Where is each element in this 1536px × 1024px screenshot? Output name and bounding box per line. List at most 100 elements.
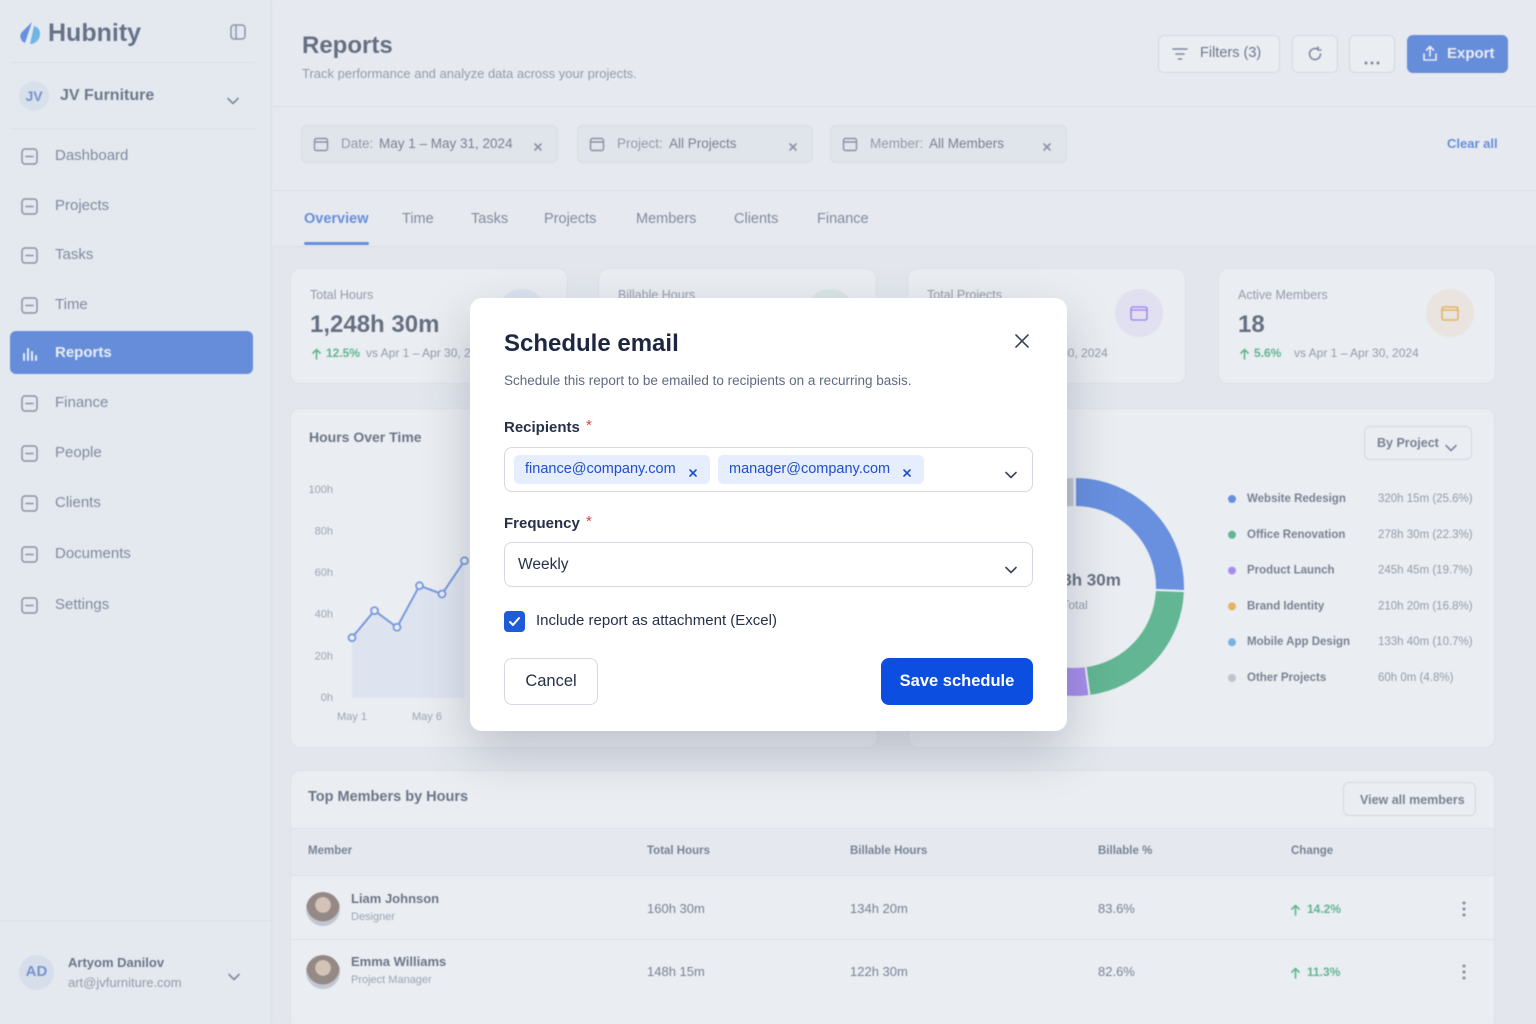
total-hours: 148h 15m (647, 964, 705, 980)
billable-percent: 82.6% (1098, 964, 1135, 980)
filter-chip-value: May 1 – May 31, 2024 (379, 135, 513, 151)
legend-value: 320h 15m (25.6%) (1378, 493, 1473, 505)
frequency-label: Frequency (504, 515, 580, 532)
chevron-down-icon (1005, 466, 1017, 479)
by-project-select[interactable] (1364, 426, 1472, 460)
nav-item[interactable]: Dashboard (55, 147, 129, 164)
legend-name: Product Launch (1247, 565, 1335, 577)
column-header: Change (1291, 845, 1334, 858)
recipient-chip[interactable] (718, 455, 924, 484)
line-point (347, 633, 357, 643)
user-avatar (19, 955, 54, 990)
recipient-chip[interactable] (514, 455, 710, 484)
view-all-button[interactable] (1343, 782, 1476, 816)
stat-icon-bg (1426, 289, 1474, 337)
sidebar (0, 0, 272, 1024)
tab[interactable]: Tasks (471, 211, 509, 228)
nav-item[interactable]: Projects (55, 197, 110, 214)
user-email: art@jvfurniture.com (68, 975, 182, 991)
stat-icon (1440, 303, 1460, 323)
page-title: Reports (302, 31, 393, 59)
chevron-down-icon (1005, 561, 1017, 574)
frequency-value: Weekly (518, 555, 569, 573)
tab[interactable]: Time (402, 211, 434, 228)
legend-dot (1228, 638, 1236, 647)
stat-icon (1129, 303, 1149, 323)
stat-change: 5.6% (1254, 345, 1282, 360)
line-point (460, 556, 469, 566)
filter-chip-label: Date: (341, 135, 374, 151)
tab[interactable]: Overview (304, 211, 369, 228)
nav-item[interactable]: Time (55, 296, 88, 313)
filter-chip[interactable] (577, 125, 813, 163)
change: 11.3% (1307, 964, 1341, 979)
divider (272, 106, 1536, 107)
nav-item[interactable]: Settings (55, 596, 110, 613)
stat-change: 12.5% (326, 345, 361, 360)
tab[interactable]: Finance (817, 211, 869, 228)
close-icon (902, 465, 912, 477)
legend-value: 278h 30m (22.3%) (1378, 529, 1473, 541)
save-button[interactable] (881, 658, 1033, 705)
required-mark: * (586, 417, 592, 434)
members-table-card (290, 770, 1495, 1024)
tab-underline (304, 242, 369, 245)
export-button-label: Export (1447, 45, 1495, 62)
more-icon (1363, 52, 1381, 65)
y-tick-label: 60h (315, 567, 333, 579)
by-project-label: By Project (1377, 435, 1439, 450)
page-subtitle: Track performance and analyze data acros… (302, 66, 637, 82)
filter-chip-value: All Members (929, 135, 1005, 151)
legend-name: Website Redesign (1247, 493, 1346, 505)
clear-all-link[interactable]: Clear all (1447, 136, 1498, 152)
filter-chip[interactable] (301, 125, 558, 163)
filter-chip[interactable] (830, 125, 1067, 163)
more-button[interactable] (1349, 35, 1395, 73)
view-all-label: View all members (1360, 792, 1465, 807)
member-role: Project Manager (351, 974, 432, 987)
frequency-select[interactable] (504, 542, 1033, 587)
nav-item[interactable]: Documents (55, 545, 131, 562)
save-button-label: Save schedule (899, 672, 1015, 691)
column-header: Member (308, 845, 353, 858)
nav-icon (21, 148, 38, 165)
nav-icon (21, 297, 38, 314)
tab[interactable]: Members (636, 211, 697, 228)
filter-chip-icon (589, 136, 605, 152)
nav-icon (21, 247, 38, 264)
close-icon (1042, 139, 1052, 151)
nav-item[interactable]: Reports (55, 344, 112, 361)
filter-chip-label: Member: (870, 135, 924, 151)
y-tick-label: 20h (315, 650, 333, 662)
nav-icon (21, 445, 38, 462)
nav-icon (21, 495, 38, 512)
chart-title: Hours Over Time (309, 428, 422, 445)
close-icon (788, 139, 798, 151)
dialog-description: Schedule this report to be emailed to re… (504, 372, 912, 388)
check-icon (508, 615, 521, 628)
nav-item[interactable]: People (55, 444, 102, 461)
workspace-name[interactable]: JV Furniture (60, 87, 155, 105)
divider (272, 246, 1536, 247)
tab[interactable]: Clients (734, 211, 779, 228)
dialog-close[interactable] (1014, 333, 1030, 349)
divider (10, 62, 255, 63)
tab[interactable]: Projects (544, 211, 597, 228)
nav-icon (21, 546, 38, 563)
refresh-button[interactable] (1292, 35, 1338, 73)
legend-dot (1228, 495, 1236, 503)
brand-logo (18, 20, 42, 46)
nav-item[interactable]: Finance (55, 394, 109, 411)
attachment-checkbox[interactable] (504, 611, 525, 632)
legend-value: 245h 45m (19.7%) (1378, 565, 1473, 577)
table-title: Top Members by Hours (308, 789, 469, 806)
line (351, 560, 466, 639)
nav-item[interactable]: Clients (55, 494, 101, 511)
row-menu (1462, 964, 1466, 980)
nav-item[interactable]: Tasks (55, 246, 94, 263)
donut-center-label: Total (1062, 598, 1087, 612)
billable-percent: 83.6% (1098, 901, 1135, 917)
recipients-label: Recipients (504, 419, 580, 436)
line-point (392, 622, 402, 632)
cancel-button[interactable] (504, 658, 598, 705)
